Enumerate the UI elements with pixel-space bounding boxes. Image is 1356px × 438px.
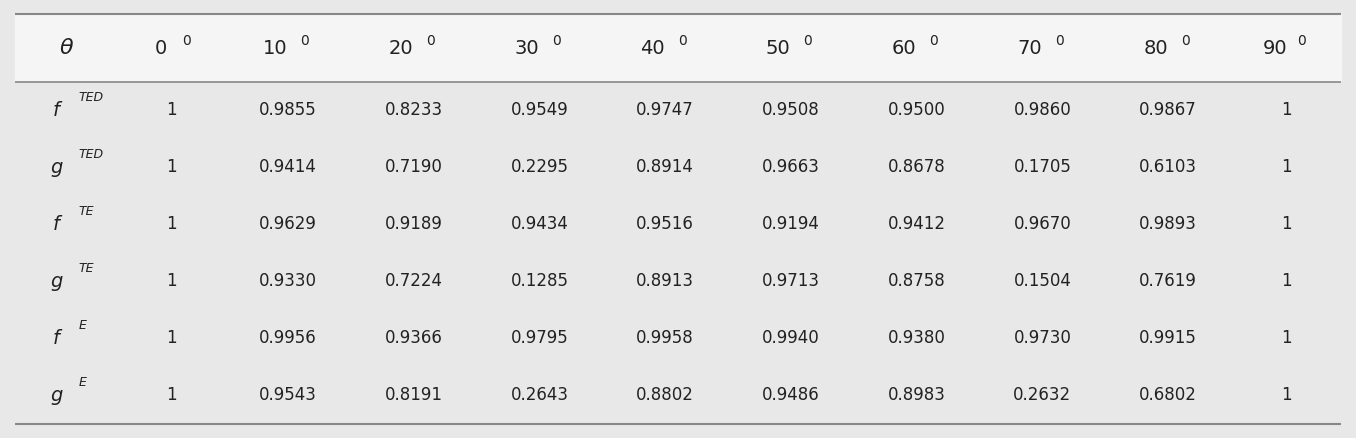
Text: 0.9414: 0.9414 xyxy=(259,159,317,177)
Text: 0.8983: 0.8983 xyxy=(888,386,945,404)
Text: E: E xyxy=(79,376,87,389)
Text: TE: TE xyxy=(79,205,94,218)
Text: 30: 30 xyxy=(514,39,540,58)
Text: 0.9516: 0.9516 xyxy=(636,215,694,233)
Text: 0.2632: 0.2632 xyxy=(1013,386,1071,404)
Text: 0.8233: 0.8233 xyxy=(385,102,442,120)
Text: 0.9189: 0.9189 xyxy=(385,215,442,233)
Text: E: E xyxy=(79,319,87,332)
Text: 0.1504: 0.1504 xyxy=(1013,272,1071,290)
Text: 0.9893: 0.9893 xyxy=(1139,215,1197,233)
Text: 0: 0 xyxy=(552,34,561,48)
Text: 0.2295: 0.2295 xyxy=(510,159,568,177)
Text: 0: 0 xyxy=(182,34,191,48)
Text: θ: θ xyxy=(60,38,73,58)
Text: 0.9730: 0.9730 xyxy=(1013,329,1071,347)
Text: 0.7224: 0.7224 xyxy=(385,272,442,290)
Text: 0: 0 xyxy=(1298,34,1306,48)
Text: 0.9434: 0.9434 xyxy=(510,215,568,233)
Text: 1: 1 xyxy=(1281,386,1291,404)
Text: 0.9549: 0.9549 xyxy=(510,102,568,120)
Text: 0: 0 xyxy=(1181,34,1189,48)
Text: f: f xyxy=(53,101,60,120)
Text: 0.7190: 0.7190 xyxy=(385,159,442,177)
Text: 0.9958: 0.9958 xyxy=(636,329,694,347)
Text: 0: 0 xyxy=(929,34,938,48)
Text: 0.9330: 0.9330 xyxy=(259,272,317,290)
Text: 0.9860: 0.9860 xyxy=(1013,102,1071,120)
Bar xyxy=(15,14,1341,82)
Text: 0.9956: 0.9956 xyxy=(259,329,317,347)
Text: 0.9486: 0.9486 xyxy=(762,386,820,404)
Text: 60: 60 xyxy=(892,39,917,58)
Bar xyxy=(15,82,1341,424)
Text: 0.9412: 0.9412 xyxy=(888,215,945,233)
Text: f: f xyxy=(53,215,60,234)
Text: 0.6802: 0.6802 xyxy=(1139,386,1197,404)
Text: 0.1705: 0.1705 xyxy=(1013,159,1071,177)
Text: TED: TED xyxy=(79,148,104,161)
Text: 50: 50 xyxy=(766,39,791,58)
Text: 0.8802: 0.8802 xyxy=(636,386,694,404)
Text: 20: 20 xyxy=(389,39,414,58)
Text: 90: 90 xyxy=(1262,39,1287,58)
Text: 0.9629: 0.9629 xyxy=(259,215,317,233)
Text: 0.9508: 0.9508 xyxy=(762,102,820,120)
Text: 10: 10 xyxy=(263,39,287,58)
Text: 0.9795: 0.9795 xyxy=(510,329,568,347)
Text: 0.8914: 0.8914 xyxy=(636,159,694,177)
Text: 70: 70 xyxy=(1017,39,1043,58)
Text: 0.8191: 0.8191 xyxy=(385,386,442,404)
Text: 1: 1 xyxy=(1281,329,1291,347)
Text: 1: 1 xyxy=(1281,272,1291,290)
Text: f: f xyxy=(53,328,60,348)
Text: 0.9380: 0.9380 xyxy=(888,329,945,347)
Text: 1: 1 xyxy=(1281,215,1291,233)
Text: 0: 0 xyxy=(678,34,686,48)
Text: 0.9543: 0.9543 xyxy=(259,386,317,404)
Text: 0.9855: 0.9855 xyxy=(259,102,317,120)
Text: 1: 1 xyxy=(1281,102,1291,120)
Text: 1: 1 xyxy=(1281,159,1291,177)
Text: TE: TE xyxy=(79,262,94,275)
Text: 0: 0 xyxy=(426,34,435,48)
Text: 0: 0 xyxy=(804,34,812,48)
Text: 1: 1 xyxy=(165,272,176,290)
Text: 0.9915: 0.9915 xyxy=(1139,329,1197,347)
Text: 0.9663: 0.9663 xyxy=(762,159,820,177)
Text: 1: 1 xyxy=(165,159,176,177)
Text: g: g xyxy=(50,158,62,177)
Text: g: g xyxy=(50,385,62,405)
Text: 0.9867: 0.9867 xyxy=(1139,102,1197,120)
Text: 0.2643: 0.2643 xyxy=(510,386,568,404)
Text: 0.6103: 0.6103 xyxy=(1139,159,1197,177)
Text: 0.1285: 0.1285 xyxy=(510,272,568,290)
Text: 0.9500: 0.9500 xyxy=(888,102,945,120)
Text: 1: 1 xyxy=(165,102,176,120)
Text: 0.9366: 0.9366 xyxy=(385,329,442,347)
Text: 0.9713: 0.9713 xyxy=(762,272,820,290)
Text: TED: TED xyxy=(79,92,104,104)
Text: 1: 1 xyxy=(165,215,176,233)
Text: 0.9670: 0.9670 xyxy=(1013,215,1071,233)
Text: 1: 1 xyxy=(165,329,176,347)
Text: g: g xyxy=(50,272,62,291)
Text: 0.9194: 0.9194 xyxy=(762,215,820,233)
Text: 0.9940: 0.9940 xyxy=(762,329,820,347)
Text: 0.8913: 0.8913 xyxy=(636,272,694,290)
Text: 0.9747: 0.9747 xyxy=(636,102,694,120)
Text: 0: 0 xyxy=(1055,34,1063,48)
Text: 0: 0 xyxy=(155,39,167,58)
Text: 1: 1 xyxy=(165,386,176,404)
Text: 40: 40 xyxy=(640,39,664,58)
Text: 0.8678: 0.8678 xyxy=(888,159,945,177)
Text: 0.7619: 0.7619 xyxy=(1139,272,1197,290)
Text: 0.8758: 0.8758 xyxy=(888,272,945,290)
Text: 80: 80 xyxy=(1143,39,1168,58)
Text: 0: 0 xyxy=(301,34,309,48)
